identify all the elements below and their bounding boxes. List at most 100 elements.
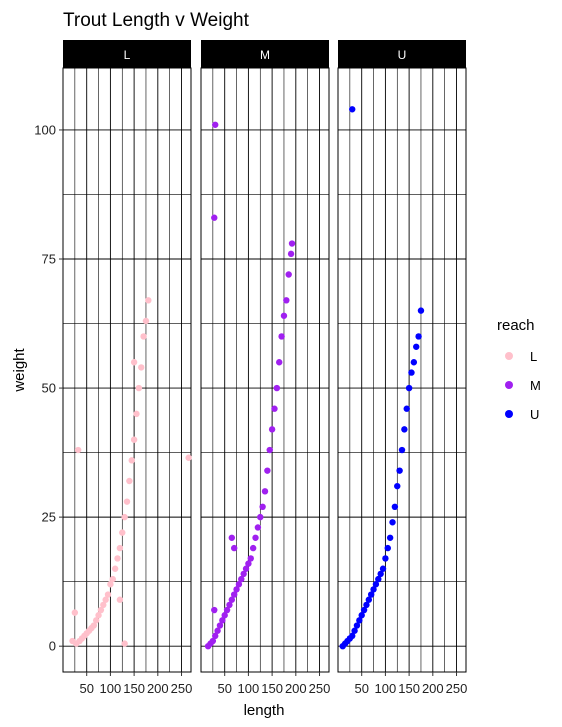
data-point <box>97 606 105 614</box>
data-point <box>240 570 247 578</box>
data-point <box>367 591 375 598</box>
data-point <box>211 214 218 221</box>
data-point <box>363 601 370 609</box>
data-point <box>90 622 98 629</box>
legend: reach LMU <box>497 317 541 422</box>
data-point <box>211 606 218 614</box>
x-tick-label: 150 <box>398 681 420 696</box>
data-point <box>111 565 119 572</box>
data-point <box>247 555 254 562</box>
data-point <box>92 617 100 624</box>
facet-strip-label: L <box>124 48 131 62</box>
legend-key-M <box>505 381 513 389</box>
data-point <box>74 446 82 454</box>
data-point <box>138 364 145 371</box>
legend-key-U <box>505 410 513 418</box>
data-point <box>233 586 240 593</box>
data-point <box>95 612 102 619</box>
data-point <box>228 596 236 603</box>
data-point <box>266 446 273 454</box>
x-axis-ticks: 50 100 150 200 250 <box>354 672 467 696</box>
data-point <box>413 343 420 350</box>
data-point <box>140 333 147 340</box>
data-point <box>415 333 422 340</box>
data-point <box>135 384 143 392</box>
data-point <box>403 405 410 412</box>
x-tick-label: 200 <box>285 681 307 696</box>
data-point <box>216 622 224 629</box>
data-point <box>230 544 238 552</box>
legend-title: reach <box>497 317 535 334</box>
x-axis-title: length <box>244 702 285 719</box>
data-point <box>245 560 252 567</box>
data-point <box>396 467 403 474</box>
data-point <box>391 503 399 511</box>
x-axis-ticks: 50 100 150 200 250 <box>217 672 330 696</box>
data-point <box>102 596 109 603</box>
data-point <box>398 446 406 454</box>
x-tick-label: 100 <box>238 681 260 696</box>
data-point <box>351 627 358 634</box>
data-point <box>264 467 271 474</box>
data-point <box>126 477 133 485</box>
data-point <box>394 482 401 490</box>
data-point <box>107 581 114 588</box>
data-point <box>257 513 264 521</box>
x-tick-label: 50 <box>354 681 368 696</box>
y-tick-label: 100 <box>34 122 56 137</box>
data-point <box>259 503 266 511</box>
data-point <box>133 410 140 418</box>
data-point <box>405 384 413 392</box>
legend-key-L <box>505 352 513 360</box>
data-point <box>271 405 278 412</box>
data-point <box>212 632 219 640</box>
data-point <box>130 436 138 443</box>
data-point <box>121 640 128 647</box>
data-point <box>285 271 292 278</box>
data-point <box>119 529 126 536</box>
data-point <box>375 575 382 583</box>
data-point <box>100 601 107 609</box>
data-point <box>242 565 250 572</box>
data-point <box>185 454 192 461</box>
legend-label-M: M <box>530 378 541 393</box>
gridlines <box>201 68 329 672</box>
x-tick-label: 100 <box>100 681 122 696</box>
x-axis-ticks: 50 100 150 200 250 <box>79 672 192 696</box>
x-tick-label: 50 <box>217 681 231 696</box>
data-point <box>116 596 124 603</box>
series-points-U <box>339 106 425 650</box>
data-point <box>235 581 243 588</box>
data-point <box>221 612 228 619</box>
data-point <box>121 513 128 521</box>
y-axis: 0 25 50 75 100 <box>34 122 63 654</box>
data-point <box>377 570 384 578</box>
data-point <box>228 534 236 541</box>
facet-strip <box>201 40 329 68</box>
data-point <box>386 534 394 541</box>
data-point <box>353 622 361 629</box>
x-tick-label: 150 <box>123 681 145 696</box>
x-tick-label: 50 <box>79 681 93 696</box>
data-point <box>358 612 365 619</box>
data-point <box>349 106 356 113</box>
data-point <box>104 591 112 598</box>
data-point <box>417 307 425 314</box>
data-point <box>219 617 226 624</box>
data-point <box>401 426 408 433</box>
data-point <box>249 544 257 552</box>
data-point <box>370 586 377 593</box>
x-tick-label: 250 <box>446 681 468 696</box>
series-points-M <box>204 121 296 650</box>
data-point <box>142 317 150 325</box>
y-tick-label: 25 <box>42 510 56 525</box>
x-tick-label: 200 <box>147 681 169 696</box>
facet-strip-label: M <box>260 48 270 62</box>
data-point <box>288 240 296 247</box>
facet-panel-M: M 50 100 150 200 250 <box>200 40 330 696</box>
data-point <box>280 312 288 319</box>
data-point <box>349 632 356 640</box>
legend-label-L: L <box>530 349 537 364</box>
y-tick-label: 75 <box>42 252 56 267</box>
x-tick-label: 200 <box>422 681 444 696</box>
